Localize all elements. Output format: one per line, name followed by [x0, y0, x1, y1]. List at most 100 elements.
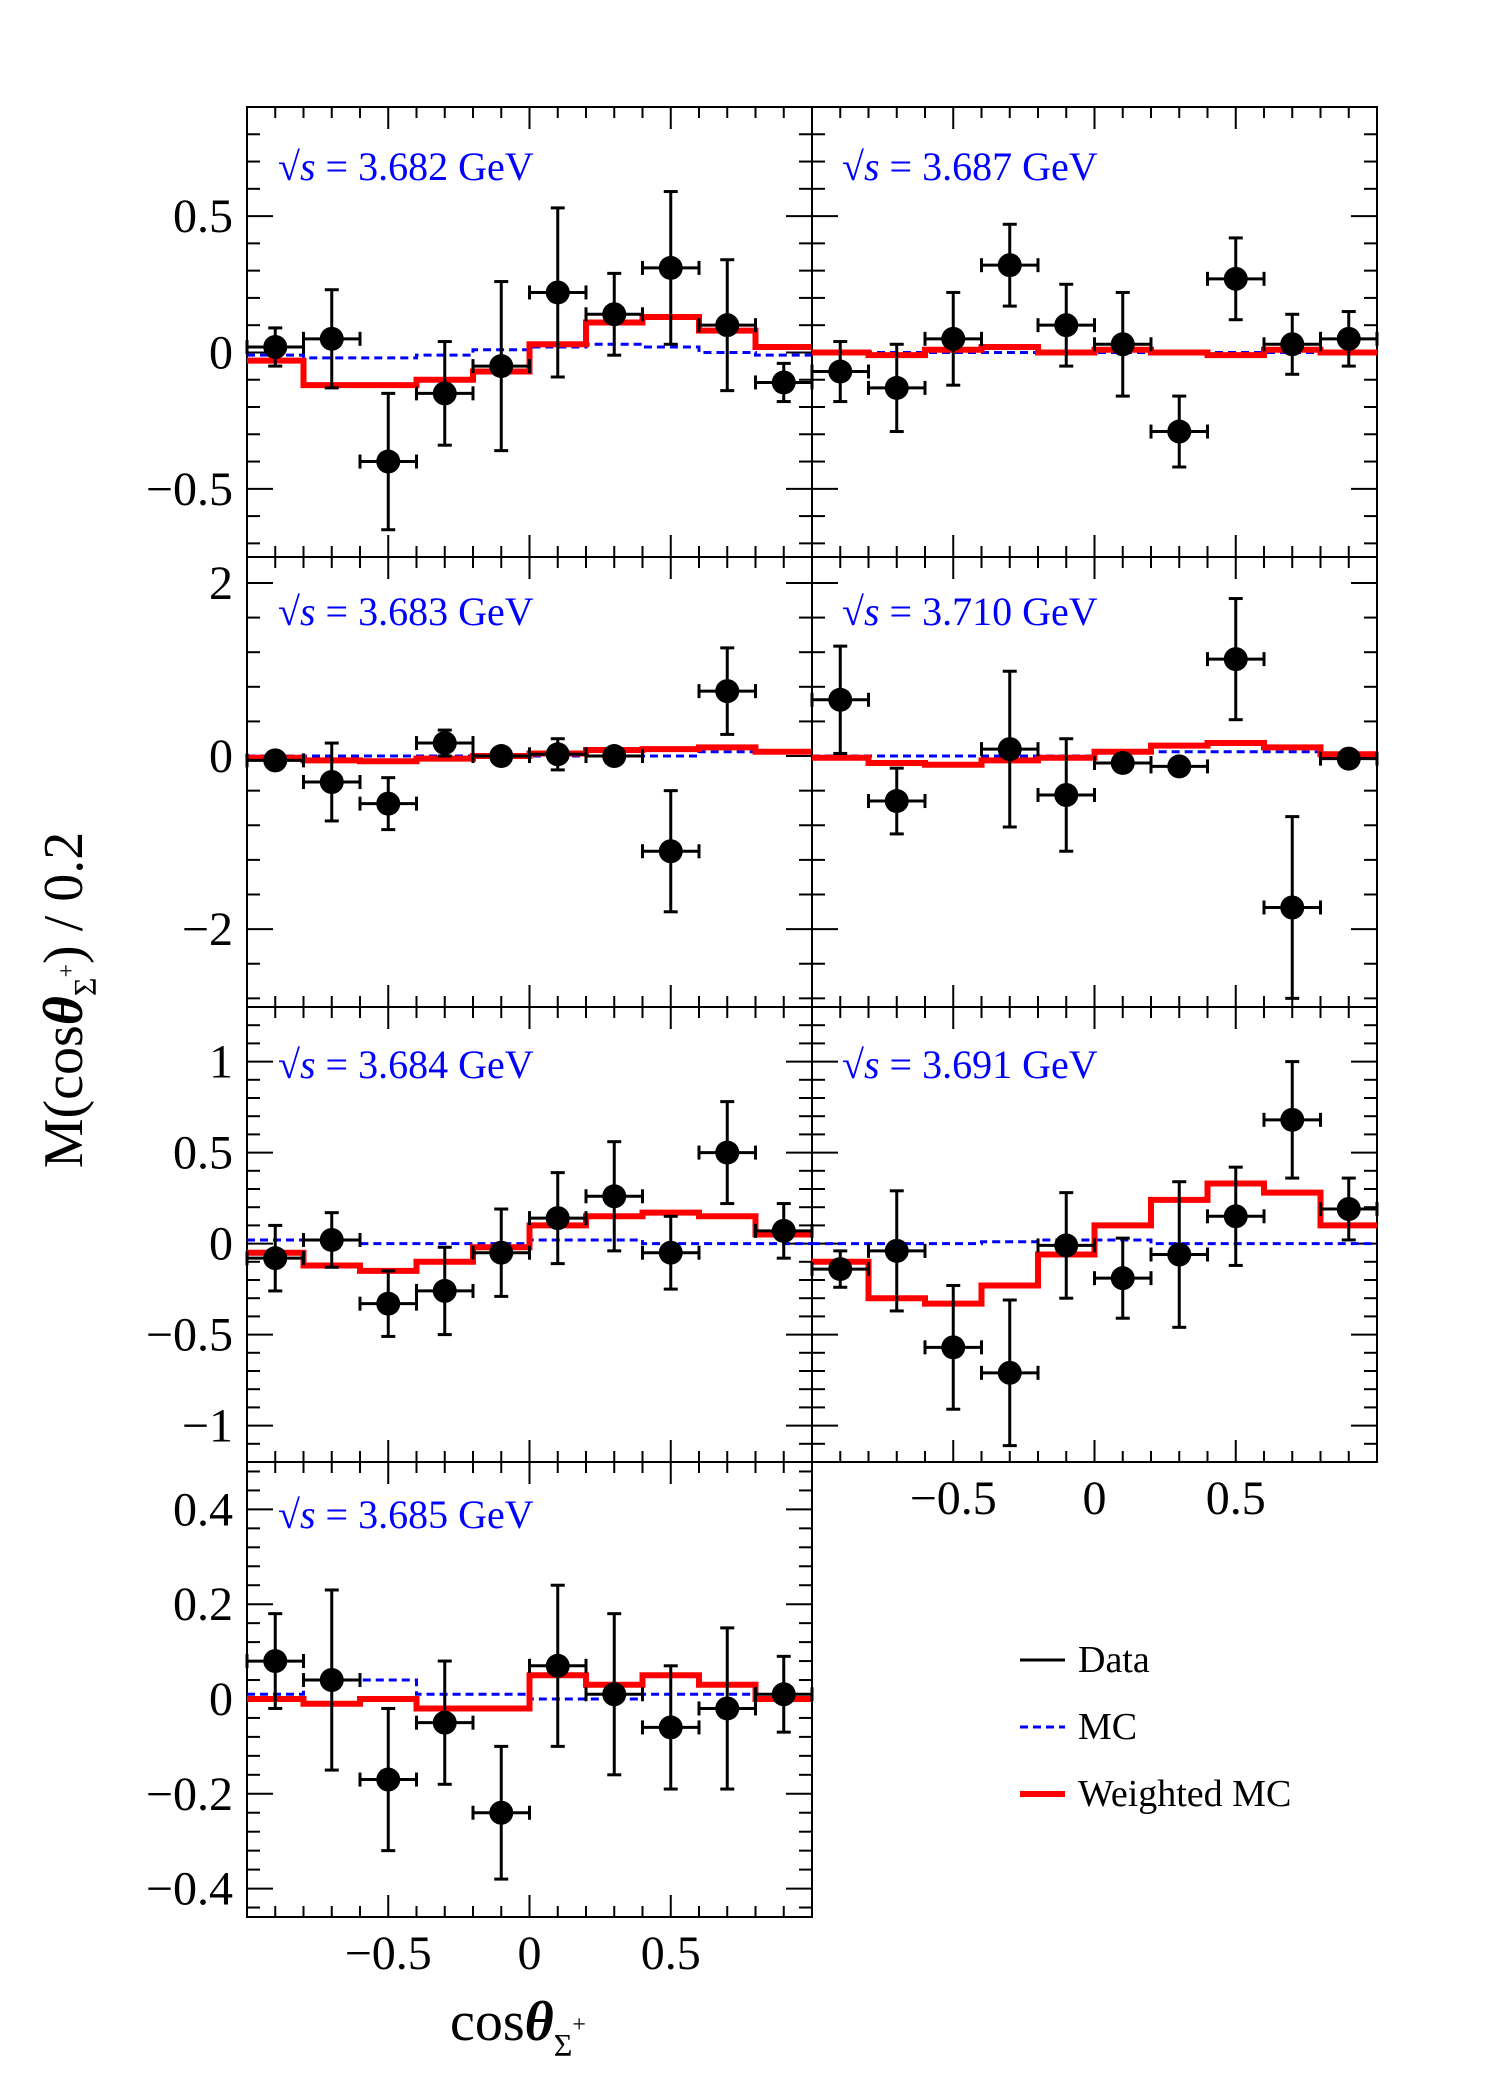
x-tick-label: 0.5 [641, 1927, 701, 1980]
legend-mc-label: MC [1078, 1706, 1137, 1748]
data-point [1110, 332, 1135, 357]
y-tick-label: −0.2 [146, 1768, 233, 1821]
panel-label-1: √s = 3.687 GeV [842, 144, 1098, 189]
data-point [376, 1291, 401, 1316]
panel-label-2: √s = 3.683 GeV [278, 589, 534, 634]
data-point [1223, 647, 1248, 672]
panel-0: 0.5 0 −0.5 [146, 106, 814, 558]
panel-5: −0.5 0 0.5 [810, 1006, 1379, 1525]
mc-histogram [812, 1238, 1377, 1246]
panel-1 [810, 106, 1379, 558]
data-point [715, 1140, 740, 1165]
data-point [1054, 1233, 1079, 1258]
data-point [545, 1653, 570, 1678]
data-point [432, 381, 457, 406]
y-tick-label: −0.4 [146, 1863, 233, 1916]
panels: 0.50−0.520−210.50−0.5−1−0.5 0 0.50.40.20−0… [146, 106, 1379, 1980]
x-tick-label: 0.5 [1206, 1472, 1266, 1525]
y-tick-label: 2 [209, 557, 233, 610]
y-tick-label: 1 [209, 1036, 233, 1089]
data-point [884, 1238, 909, 1263]
x-tick-label: 0 [1083, 1472, 1107, 1525]
y-tick-label: 0 [209, 1218, 233, 1271]
data-point [997, 253, 1022, 278]
data-point [319, 770, 344, 794]
data-point [1336, 326, 1361, 351]
y-tick-label: 0.4 [173, 1483, 233, 1536]
panel-4: 1 0.5 0 −0.5 −1 [146, 1006, 814, 1463]
data-point [432, 731, 457, 756]
data-point [545, 742, 570, 767]
data-point [263, 335, 288, 359]
data-point [1336, 746, 1361, 771]
data-point [602, 1184, 627, 1209]
data-point [432, 1710, 457, 1735]
data-point [715, 1696, 740, 1721]
data-point [1280, 332, 1305, 357]
data-point [1110, 750, 1135, 775]
x-tick-label: 0 [518, 1927, 542, 1980]
data-point [884, 789, 909, 814]
data-point [1223, 1204, 1248, 1229]
data-point [489, 1240, 514, 1265]
data-point [489, 354, 514, 379]
weighted-mc-histogram [247, 1672, 812, 1712]
data-point [602, 1682, 627, 1707]
data-point [771, 1218, 796, 1243]
data-point [884, 375, 909, 400]
data-point [489, 1800, 514, 1825]
data-point [263, 1246, 288, 1271]
data-point [602, 302, 627, 327]
data-point [1054, 313, 1079, 338]
y-tick-label: 0 [209, 326, 233, 379]
panel-label-0: √s = 3.682 GeV [278, 144, 534, 189]
data-point [319, 1227, 344, 1252]
panel-label-4: √s = 3.684 GeV [278, 1042, 534, 1087]
data-point [1167, 419, 1192, 444]
data-point [319, 326, 344, 351]
data-point [1054, 782, 1079, 807]
weighted-mc-histogram [247, 1209, 812, 1274]
y-tick-label: 0.5 [173, 190, 233, 243]
y-tick-label: 0.2 [173, 1578, 233, 1631]
data-point [432, 1278, 457, 1303]
panel-label-3: √s = 3.710 GeV [842, 589, 1098, 634]
data-point [658, 1715, 683, 1740]
data-point [658, 839, 683, 864]
data-point [828, 687, 853, 712]
y-tick-label: 0 [209, 1673, 233, 1726]
data-point [376, 791, 401, 816]
y-tick-label: 0 [209, 730, 233, 783]
y-tick-label: 0.5 [173, 1127, 233, 1180]
data-point [1167, 1242, 1192, 1267]
data-point [1223, 266, 1248, 291]
data-point [1280, 895, 1305, 920]
weighted-mc-histogram [812, 740, 1377, 768]
legend: Data MC Weighted MC [1020, 1639, 1291, 1815]
panel-6: 0.4 0.2 0 −0.2 −0.4 −0.5 0 0.5 [146, 1461, 814, 1980]
x-axis-title: cosθΣ+ [450, 1991, 586, 2063]
legend-weighted-mc-label: Weighted MC [1078, 1773, 1291, 1815]
data-point [602, 744, 627, 769]
data-point [828, 359, 853, 384]
x-tick-label: −0.5 [345, 1927, 432, 1980]
y-tick-label: −0.5 [146, 463, 233, 516]
data-point [941, 326, 966, 351]
data-point [997, 1360, 1022, 1385]
data-point [658, 255, 683, 280]
data-point [771, 1682, 796, 1707]
panel-label-6: √s = 3.685 GeV [278, 1492, 534, 1537]
data-point [489, 744, 514, 769]
data-point [1167, 754, 1192, 779]
x-tick-label: −0.5 [910, 1472, 997, 1525]
data-point [997, 737, 1022, 762]
data-point [1110, 1266, 1135, 1291]
panel-label-5: √s = 3.691 GeV [842, 1042, 1098, 1087]
data-point [263, 1649, 288, 1674]
data-point [545, 1206, 570, 1231]
y-tick-label: −2 [182, 903, 233, 956]
y-tick-label: −1 [182, 1400, 233, 1453]
data-point [715, 313, 740, 338]
data-point [1336, 1197, 1361, 1222]
